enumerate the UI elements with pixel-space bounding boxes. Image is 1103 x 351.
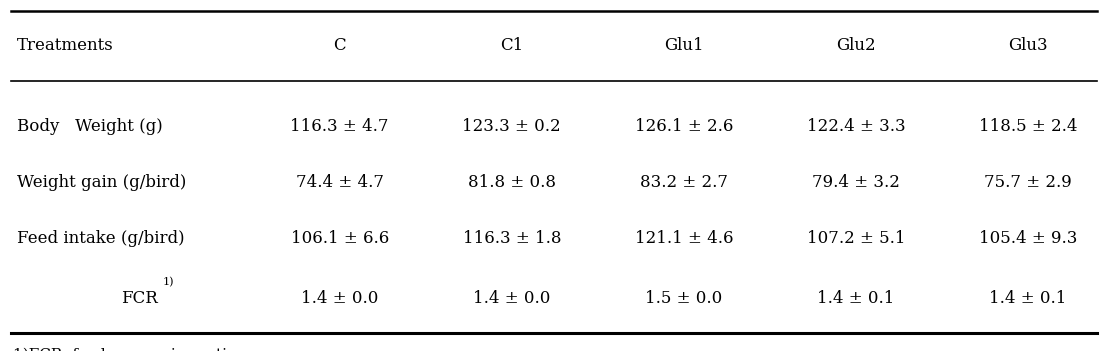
Text: 126.1 ± 2.6: 126.1 ± 2.6 [634,118,733,135]
Text: 105.4 ± 9.3: 105.4 ± 9.3 [978,230,1078,247]
Text: Glu3: Glu3 [1008,37,1048,54]
Text: 83.2 ± 2.7: 83.2 ± 2.7 [640,174,728,191]
Text: 74.4 ± 4.7: 74.4 ± 4.7 [296,174,384,191]
Text: 116.3 ± 1.8: 116.3 ± 1.8 [462,230,561,247]
Text: 106.1 ± 6.6: 106.1 ± 6.6 [290,230,389,247]
Text: 81.8 ± 0.8: 81.8 ± 0.8 [468,174,556,191]
Text: 118.5 ± 2.4: 118.5 ± 2.4 [978,118,1078,135]
Text: 1)FCR; feed conversion ration: 1)FCR; feed conversion ration [13,347,246,351]
Text: 79.4 ± 3.2: 79.4 ± 3.2 [812,174,900,191]
Text: 122.4 ± 3.3: 122.4 ± 3.3 [806,118,906,135]
Text: C: C [333,37,346,54]
Text: Treatments: Treatments [17,37,114,54]
Text: Weight gain (g/bird): Weight gain (g/bird) [17,174,186,191]
Text: 121.1 ± 4.6: 121.1 ± 4.6 [634,230,733,247]
Text: Glu1: Glu1 [664,37,704,54]
Text: Body   Weight (g): Body Weight (g) [17,118,162,135]
Text: 116.3 ± 4.7: 116.3 ± 4.7 [290,118,389,135]
Text: 123.3 ± 0.2: 123.3 ± 0.2 [462,118,561,135]
Text: 75.7 ± 2.9: 75.7 ± 2.9 [984,174,1072,191]
Text: FCR: FCR [121,290,158,307]
Text: C1: C1 [500,37,524,54]
Text: Glu2: Glu2 [836,37,876,54]
Text: 107.2 ± 5.1: 107.2 ± 5.1 [806,230,906,247]
Text: 1.4 ± 0.1: 1.4 ± 0.1 [989,290,1067,307]
Text: 1): 1) [162,277,173,288]
Text: Feed intake (g/bird): Feed intake (g/bird) [17,230,184,247]
Text: 1.5 ± 0.0: 1.5 ± 0.0 [645,290,722,307]
Text: 1.4 ± 0.0: 1.4 ± 0.0 [473,290,550,307]
Text: 1.4 ± 0.0: 1.4 ± 0.0 [301,290,378,307]
Text: 1.4 ± 0.1: 1.4 ± 0.1 [817,290,895,307]
